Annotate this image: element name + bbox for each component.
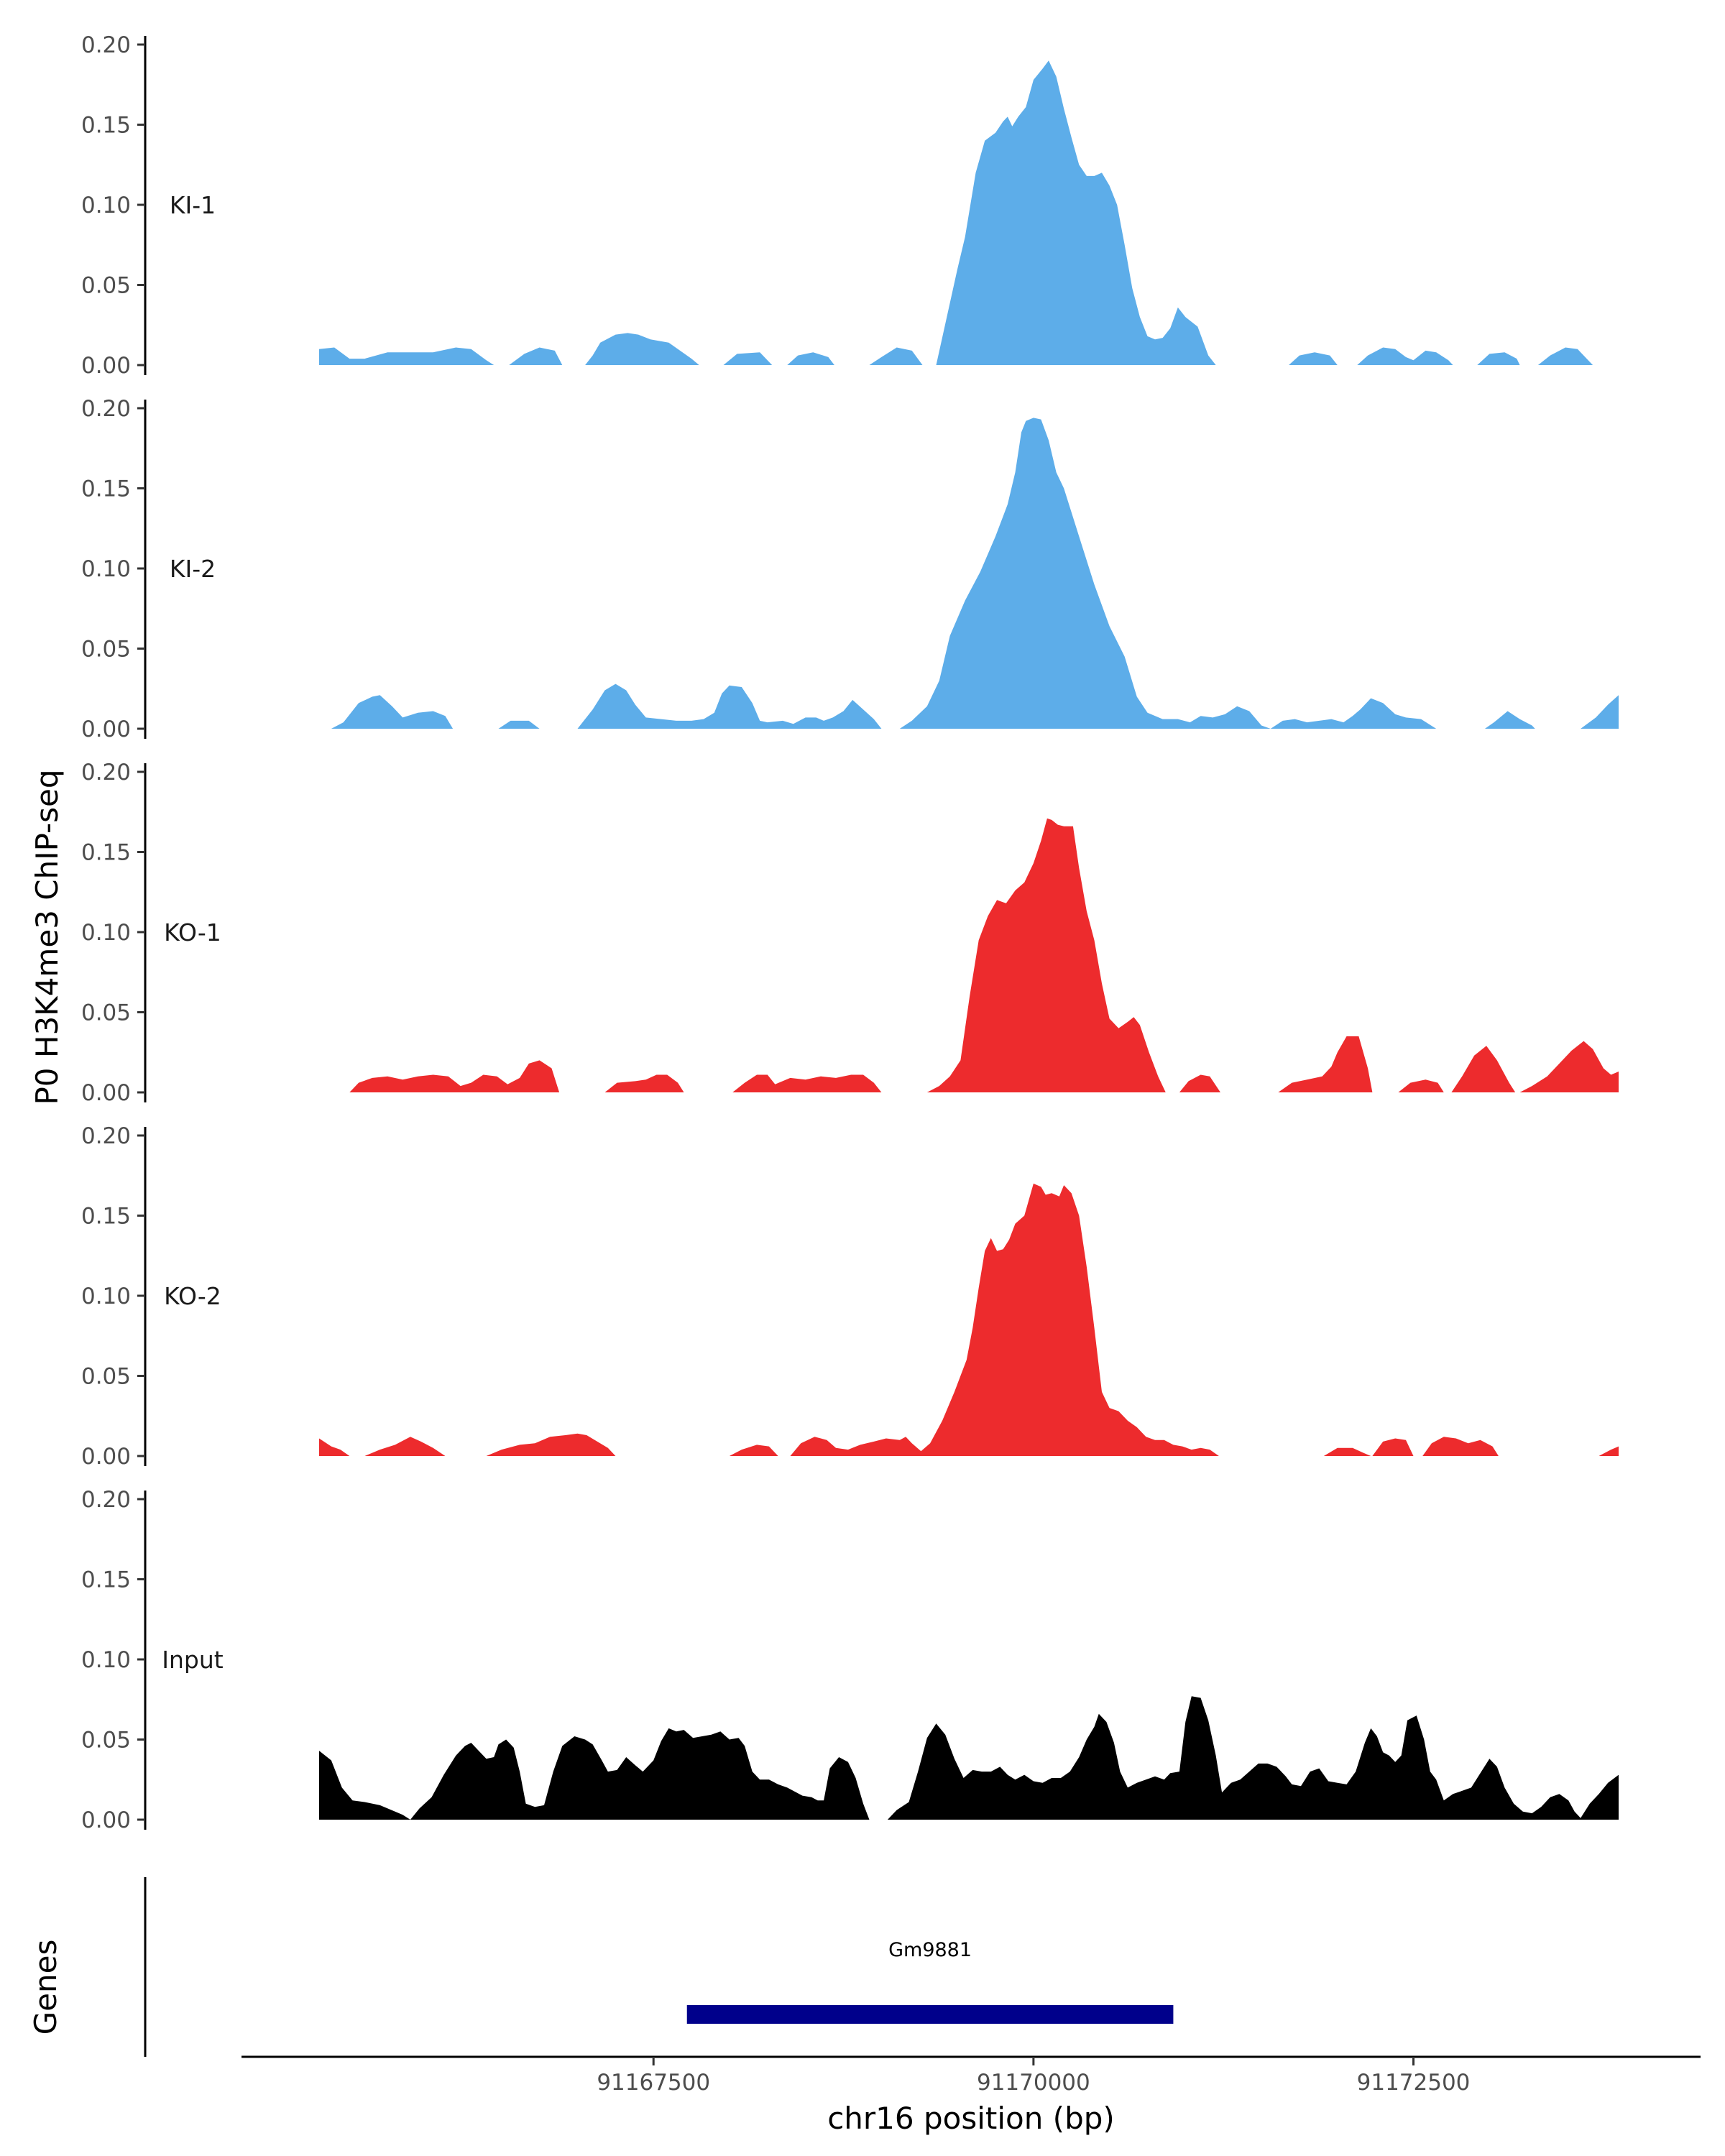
x-tick-label: 91172500	[1357, 2070, 1471, 2096]
y-tick-label-ki-2: 0.10	[81, 556, 131, 582]
track-panel-ki-1: 0.00 0.05 0.10 0.15 0.20 KI-1	[81, 32, 1593, 379]
x-tick-label: 91167500	[597, 2070, 710, 2096]
track-panel-ko-1: 0.00 0.05 0.10 0.15 0.20 KO-1	[81, 760, 1619, 1106]
y-tick-label-ko-1: 0.10	[81, 920, 131, 946]
track-panel-input: 0.00 0.05 0.10 0.15 0.20 Input	[81, 1487, 1619, 1833]
coverage-area-ki-1	[319, 60, 1593, 366]
panel-label-ko-1: KO-1	[164, 918, 221, 946]
y-tick-label-ko-2: 0.05	[81, 1364, 131, 1390]
panel-label-ko-2: KO-2	[164, 1282, 221, 1310]
x-axis-title: chr16 position (bp)	[827, 2101, 1115, 2136]
coverage-area-input	[319, 1696, 1619, 1820]
y-axis-title: P0 H3K4me3 ChIP-seq	[29, 769, 65, 1105]
gene-label-gm9881: Gm9881	[888, 1939, 972, 1961]
y-tick-label-input: 0.15	[81, 1567, 131, 1593]
genes-axis-title: Genes	[28, 1940, 63, 2035]
y-tick-label-ki-1: 0.20	[81, 32, 131, 58]
y-tick-label-ki-1: 0.10	[81, 193, 131, 218]
y-tick-label-ko-1: 0.05	[81, 1000, 131, 1026]
y-tick-label-ko-1: 0.20	[81, 760, 131, 786]
x-tick-label: 91170000	[977, 2070, 1090, 2096]
y-tick-label-input: 0.10	[81, 1647, 131, 1673]
track-panel-ko-2: 0.00 0.05 0.10 0.15 0.20 KO-2	[81, 1123, 1619, 1470]
x-axis: chr16 position (bp) 91167500 91170000 9117…	[242, 2055, 1701, 2136]
y-tick-label-ko-2: 0.00	[81, 1444, 131, 1470]
y-tick-label-input: 0.05	[81, 1728, 131, 1754]
gene-panel: Genes Gm9881	[28, 1877, 1174, 2057]
panel-label-input: Input	[162, 1646, 224, 1674]
y-tick-label-input: 0.00	[81, 1807, 131, 1833]
y-tick-label-ko-1: 0.15	[81, 840, 131, 866]
y-tick-label-ki-2: 0.15	[81, 476, 131, 502]
panel-label-ki-1: KI-1	[170, 191, 216, 219]
y-tick-label-ki-2: 0.05	[81, 637, 131, 663]
y-tick-label-input: 0.20	[81, 1487, 131, 1513]
gene-bar-gm9881	[686, 2005, 1174, 2024]
coverage-area-ko-2	[319, 1183, 1619, 1456]
y-tick-label-ki-1: 0.00	[81, 353, 131, 379]
y-tick-label-ko-2: 0.15	[81, 1204, 131, 1230]
y-tick-label-ko-2: 0.10	[81, 1284, 131, 1309]
y-tick-label-ko-1: 0.00	[81, 1080, 131, 1106]
track-panels: 0.00 0.05 0.10 0.15 0.20 KI-1 0.00 0.05 0.10 0.15…	[81, 32, 1619, 1833]
coverage-area-ki-2	[331, 418, 1619, 729]
track-panel-ki-2: 0.00 0.05 0.10 0.15 0.20 KI-2	[81, 396, 1619, 742]
y-tick-label-ki-2: 0.20	[81, 396, 131, 422]
y-tick-label-ko-2: 0.20	[81, 1123, 131, 1149]
y-tick-label-ki-2: 0.00	[81, 717, 131, 742]
y-tick-label-ki-1: 0.15	[81, 113, 131, 139]
y-tick-label-ki-1: 0.05	[81, 273, 131, 299]
coverage-area-ko-1	[349, 818, 1619, 1092]
panel-label-ki-2: KI-2	[170, 555, 216, 583]
